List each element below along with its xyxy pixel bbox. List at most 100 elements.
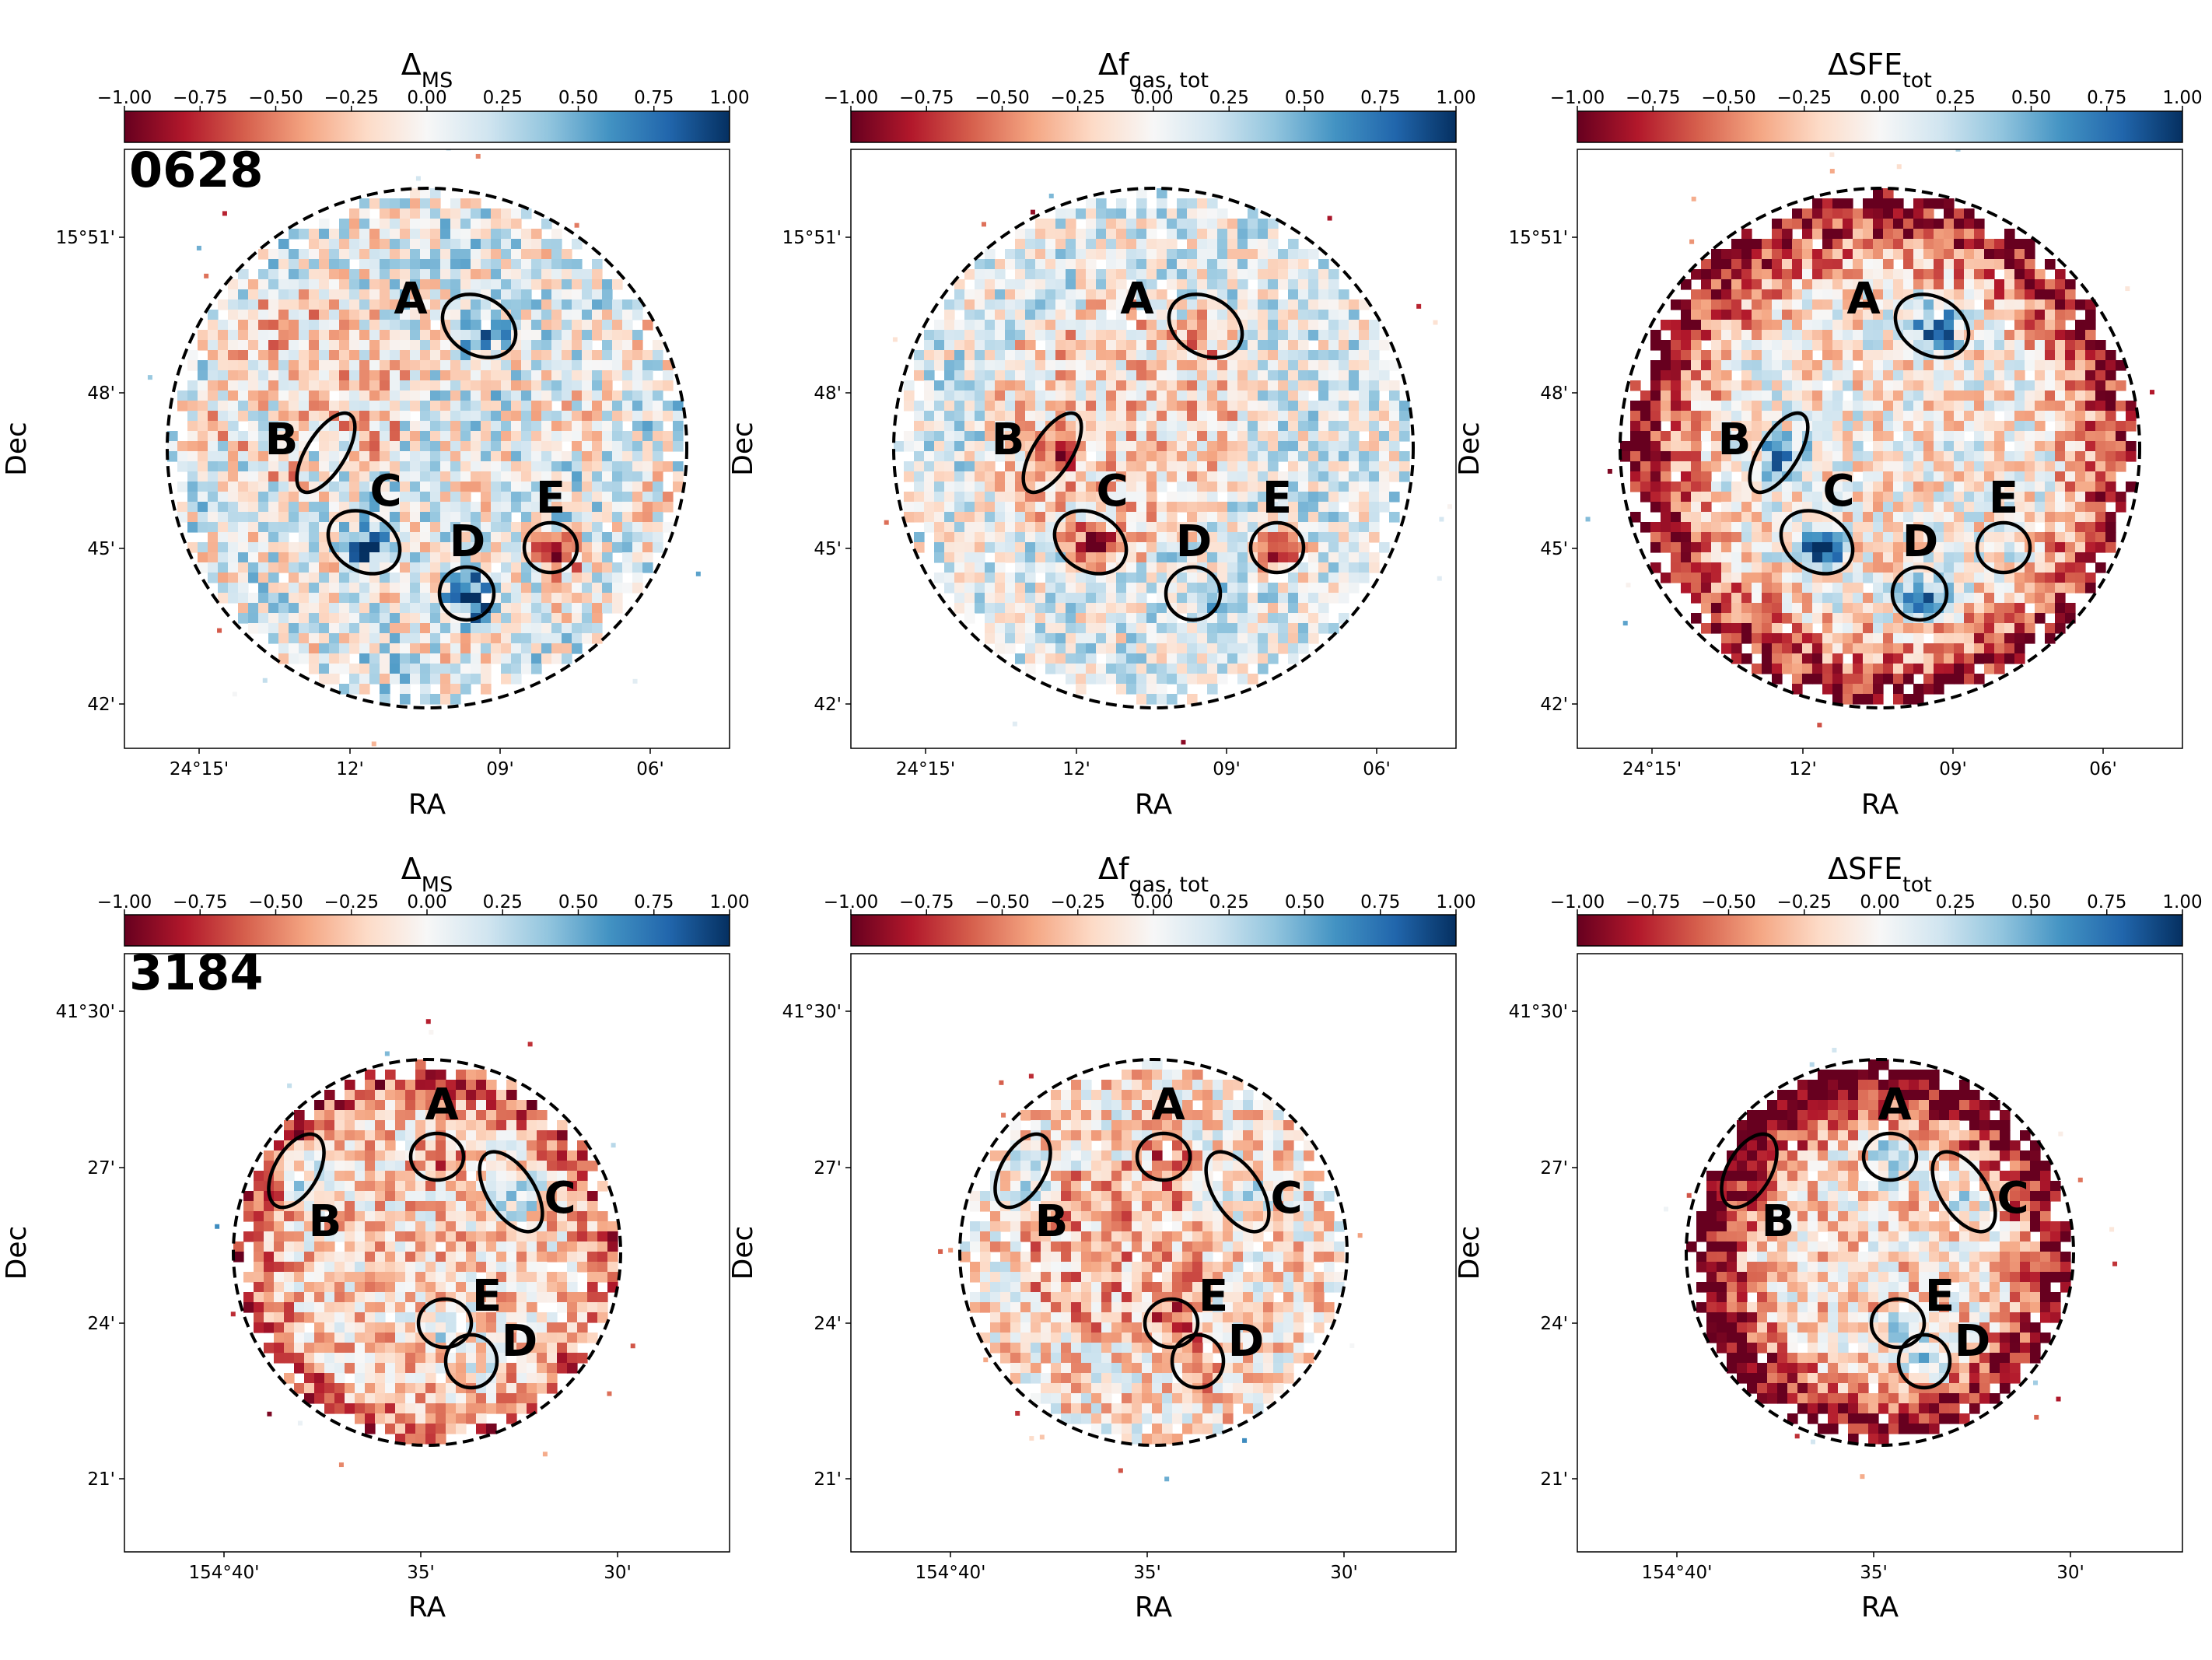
heatmap-cell [602,289,613,300]
heatmap-cell [1187,411,1198,422]
heatmap-cell [309,249,320,260]
heatmap-cell [1197,421,1208,432]
heatmap-cell [985,451,996,462]
heatmap-cell [1076,583,1087,594]
heatmap-cell [1177,573,1188,583]
heatmap-cell [268,562,279,573]
heatmap-cell [582,562,593,573]
heatmap-cell [642,532,653,543]
heatmap-cell [1096,269,1107,280]
heatmap-cell [420,684,431,695]
heatmap-cell [914,360,925,371]
heatmap-cell [1207,471,1218,482]
heatmap-cell [380,219,390,229]
heatmap-cell [390,370,401,381]
heatmap-cell [1055,573,1066,583]
heatmap-cell [1146,289,1157,300]
heatmap-cell [541,583,552,594]
heatmap-cell [1197,249,1208,260]
heatmap-cell [1167,623,1178,634]
heatmap-cell [2004,269,2015,280]
heatmap-cell [531,279,542,290]
heatmap-cell [299,421,310,432]
heatmap-cell [481,269,492,280]
heatmap-cell [309,380,320,391]
heatmap-cell [1177,633,1188,644]
heatmap-cell [471,330,481,341]
heatmap-cell [2014,269,2025,280]
heatmap-cell [2025,380,2035,391]
heatmap-cell [420,380,431,391]
heatmap-cell [1359,461,1370,472]
heatmap-cell [339,310,350,320]
heatmap-cell [1030,209,1035,215]
heatmap-cell [1217,279,1228,290]
heatmap-cell [1339,482,1349,492]
heatmap-cell [1308,289,1319,300]
heatmap-cell [309,239,320,250]
heatmap-cell [1177,198,1188,209]
heatmap-cell [582,269,593,280]
heatmap-cell [1248,370,1258,381]
heatmap-cell [1177,299,1188,310]
heatmap-cell [1126,239,1137,250]
heatmap-cell [1055,633,1066,644]
heatmap-cell [278,431,289,442]
heatmap-cell [1015,370,1026,381]
heatmap-cell [995,471,1006,482]
heatmap-cell [1207,502,1218,513]
heatmap-cell [1278,390,1289,401]
heatmap-cell [1086,411,1097,422]
heatmap-cell [2065,299,2076,310]
heatmap-cell [1944,370,1955,381]
heatmap-cell [1268,269,1279,280]
heatmap-cell [460,229,471,240]
heatmap-cell [2065,279,2076,290]
heatmap-cell [1318,552,1329,563]
heatmap-cell [1671,421,1682,432]
heatmap-cell [1379,471,1390,482]
heatmap-cell [198,390,208,401]
heatmap-cell [349,593,360,604]
heatmap-cell [349,623,360,634]
heatmap-cell [1782,320,1793,331]
heatmap-cell [450,512,461,523]
heatmap-cell [1217,613,1228,624]
heatmap-cell [964,289,975,300]
heatmap-cell [1197,532,1208,543]
heatmap-cell [380,441,390,452]
heatmap-cell [390,573,401,583]
heatmap-cell [390,259,401,270]
heatmap-cell [904,512,915,523]
heatmap-cell [1157,198,1167,209]
heatmap-cell [1126,502,1137,513]
heatmap-cell [1237,653,1248,664]
heatmap-cell [208,411,219,422]
heatmap-cell [1711,441,1722,452]
heatmap-cell [1822,249,1833,260]
heatmap-cell [1015,249,1026,260]
heatmap-cell [954,340,965,351]
heatmap-cell [985,471,996,482]
heatmap-cell [1772,370,1783,381]
heatmap-cell [1832,431,1843,442]
heatmap-cell [1268,451,1279,462]
heatmap-cell [371,741,376,747]
heatmap-cell [1792,431,1803,442]
heatmap-cell [1268,482,1279,492]
heatmap-cell [1197,603,1208,614]
heatmap-cell [1944,198,1955,209]
heatmap-cell [299,471,310,482]
heatmap-cell [663,411,674,422]
heatmap-cell [1944,441,1955,452]
heatmap-cell [1106,471,1117,482]
heatmap-cell [1136,502,1147,513]
heatmap-cell [1106,279,1117,290]
heatmap-cell [582,461,593,472]
heatmap-cell [450,623,461,634]
heatmap-cell [481,664,492,674]
heatmap-cell [248,401,259,411]
heatmap-cell [531,633,542,644]
heatmap-cell [400,198,411,209]
heatmap-cell [2004,350,2015,361]
